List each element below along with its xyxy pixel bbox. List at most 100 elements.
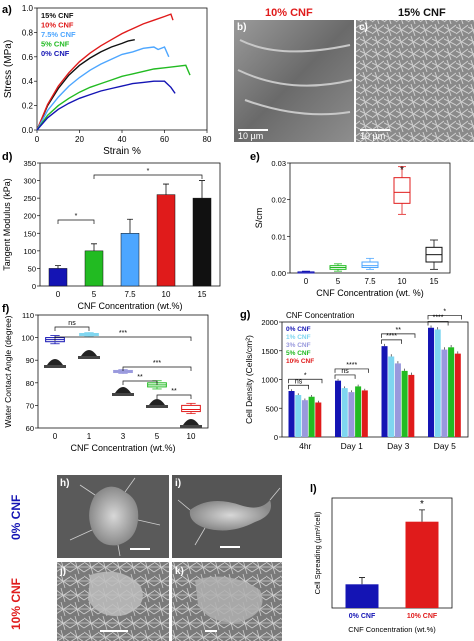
- droplet-icon: [183, 419, 199, 425]
- droplet-substrate: [112, 393, 134, 396]
- panel-e: e) 0.00 0.01 0.02 0.03 S/cm 0 5 7.5 10 15 CNF Conc…: [250, 151, 451, 298]
- chart-l-sig-label: *: [420, 499, 424, 510]
- chart-a-ytick-label: 0.0: [22, 126, 34, 135]
- chart-g-legend-entry: 10% CNF: [286, 358, 314, 365]
- row-label-10-cnf: 10% CNF: [9, 578, 23, 630]
- chart-f-category-label: 1: [87, 432, 92, 441]
- chart-d-ytick-label: 100: [23, 247, 36, 256]
- chart-f-xlabel: CNF Concentration (wt.%): [70, 443, 175, 453]
- chart-g-ytick-label: 2000: [261, 318, 278, 327]
- chart-d-errorbar: [55, 265, 61, 269]
- chart-g-sig-label: ns: [295, 378, 303, 385]
- chart-g-bar: [394, 363, 401, 437]
- panel-h-letter: h): [60, 478, 69, 489]
- chart-f-frame: [37, 314, 209, 429]
- chart-d-errorbar: [91, 243, 97, 251]
- chart-a-series-line: [36, 64, 191, 131]
- chart-d-ylabel: Tangent Modulus (kPa): [2, 178, 12, 271]
- chart-d-sig-2-bracket: [93, 174, 203, 179]
- chart-g-bar: [434, 329, 441, 437]
- panel-c-title: 15% CNF: [398, 7, 446, 19]
- chart-g-bar: [288, 391, 295, 437]
- sem-c-scalebar: [360, 129, 390, 131]
- chart-a-series-line: [36, 39, 135, 131]
- chart-f-ytick-label: 110: [22, 311, 34, 320]
- chart-a-legend-entry: 0% CNF: [41, 49, 70, 58]
- chart-a-ytick-label: 0.4: [22, 77, 34, 86]
- chart-e-category-label: 0: [304, 277, 309, 286]
- panel-g: g) 0 500 1000 1500 2000 Cell Density (Cells/c…: [240, 308, 469, 451]
- chart-g-sig-label: ****: [433, 314, 444, 321]
- chart-d-ytick-label: 0: [32, 282, 36, 291]
- chart-e-ytick-label: 0.03: [271, 159, 286, 168]
- chart-a-legend-entry: 5% CNF: [41, 40, 70, 49]
- chart-f-sig-4-label: **: [137, 374, 143, 381]
- cell-j: [88, 571, 143, 616]
- chart-g-sig-bracket: [427, 315, 462, 320]
- chart-e-conductivity: 0.00 0.01 0.02 0.03 S/cm 0 5 7.5 10 15 CNF Concent…: [254, 159, 451, 298]
- panel-d-letter: d): [2, 151, 13, 163]
- panel-b-letter: b): [237, 22, 246, 33]
- chart-e-ytick-label: 0.00: [271, 269, 286, 278]
- chart-g-bar: [448, 347, 455, 437]
- chart-e-xlabel: CNF Concentration (wt. %): [316, 288, 424, 298]
- chart-a-legend-entry: 15% CNF: [41, 11, 74, 20]
- chart-g-category-label: Day 5: [434, 441, 456, 451]
- chart-e-box: [361, 261, 379, 268]
- cell-k: [195, 576, 263, 623]
- panel-f-letter: f): [2, 303, 10, 315]
- chart-g-sig-label: *: [304, 372, 307, 379]
- chart-a-legend-entry: 10% CNF: [41, 21, 74, 30]
- chart-g-bar: [361, 390, 368, 437]
- chart-g-sig-bracket: [381, 333, 416, 338]
- chart-a-xtick-label: 20: [75, 135, 84, 144]
- chart-d-errorbar: [199, 180, 205, 199]
- chart-g-legend-entry: 0% CNF: [286, 326, 311, 333]
- chart-l-category-label: 10% CNF: [407, 613, 438, 620]
- chart-l-category-label: 0% CNF: [349, 613, 376, 620]
- chart-f-sig-2-label: ***: [119, 330, 127, 337]
- chart-e-category-label: 5: [336, 277, 341, 286]
- chart-f-sig-1-label: ns: [68, 320, 76, 327]
- sem-c-scale-label: 10 µm: [360, 131, 385, 141]
- chart-l-bar: [345, 584, 379, 608]
- chart-d-ytick-label: 150: [23, 229, 36, 238]
- sem-b-scale-label: 10 µm: [238, 131, 263, 141]
- chart-d-ytick-label: 200: [23, 212, 36, 221]
- chart-e-sig-label: *: [400, 165, 404, 176]
- chart-a-ytick-label: 0.2: [22, 102, 34, 111]
- chart-a-ylabel: Stress (MPa): [3, 40, 14, 98]
- chart-d-category-label: 5: [92, 290, 97, 299]
- chart-l-xlabel: CNF Concentration (wt.%): [348, 625, 436, 634]
- chart-a-xtick-label: 40: [118, 135, 127, 144]
- droplet-icon: [47, 359, 63, 365]
- chart-g-legend-entry: 1% CNF: [286, 334, 311, 341]
- chart-g-legend-entry: 3% CNF: [286, 342, 311, 349]
- chart-f-sig-5-label: **: [171, 388, 177, 395]
- chart-g-ylabel: Cell Density (Cells/cm²): [244, 335, 254, 424]
- chart-d-sig-1-label: *: [75, 213, 78, 220]
- chart-g-bar: [295, 395, 302, 437]
- panel-k-letter: k): [175, 566, 184, 577]
- chart-a-ytick-label: 0.8: [22, 28, 34, 37]
- chart-d-category-label: 0: [56, 290, 61, 299]
- panel-a: a) 0.0 0.2 0.4 0.6 0.8 1.0 0 20 40 60 80 Strain % St…: [2, 4, 212, 157]
- chart-f-sig-1-bracket: [54, 326, 90, 331]
- chart-d-bar: [192, 197, 212, 287]
- droplet-substrate: [146, 405, 168, 408]
- chart-d-ytick-label: 350: [23, 159, 36, 168]
- chart-f-ytick-label: 100: [21, 334, 34, 343]
- cell-h: [89, 486, 139, 546]
- chart-g-bar: [454, 353, 461, 437]
- chart-f-sig-4-bracket: [122, 380, 158, 385]
- chart-f-category-label: 3: [121, 432, 126, 441]
- chart-g-category-label: Day 3: [387, 441, 409, 451]
- chart-g-bar: [401, 370, 408, 437]
- chart-l-cell-spreading: Cell Spreading (µm²/cell) 0% CNF 10% CNF * C…: [313, 497, 453, 634]
- chart-a-ytick-label: 1.0: [22, 4, 34, 13]
- panel-e-letter: e): [250, 151, 260, 163]
- sem-image-b: [234, 20, 354, 142]
- chart-g-legend-entry: 5% CNF: [286, 350, 311, 357]
- chart-g-bar: [355, 386, 362, 437]
